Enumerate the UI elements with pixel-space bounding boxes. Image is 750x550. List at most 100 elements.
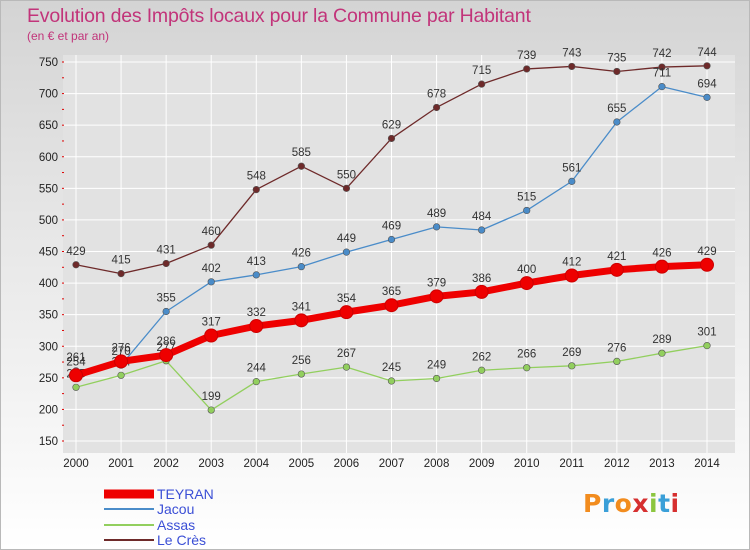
data-label-jacou: 270 <box>111 346 130 358</box>
data-label-teyran: 341 <box>292 301 311 313</box>
data-point-assas <box>387 377 396 385</box>
data-point-lecrs <box>252 185 260 194</box>
logo-letter: t <box>658 489 671 518</box>
y-tick-label: 200 <box>39 404 58 416</box>
x-tick-label: 2012 <box>604 458 630 470</box>
data-point-jacou <box>658 83 666 91</box>
data-label-teyran: 286 <box>157 336 176 348</box>
data-point-lecrs <box>478 80 486 88</box>
data-label-jacou: 261 <box>66 352 85 364</box>
y-tick-label: 150 <box>39 436 58 448</box>
data-label-assas: 301 <box>697 327 716 339</box>
data-label-teyran: 254 <box>66 356 86 368</box>
data-point-assas <box>72 383 80 391</box>
y-tick-label: 550 <box>39 183 58 195</box>
data-point-assas <box>432 374 441 383</box>
data-label-lecrs: 550 <box>337 169 356 181</box>
data-point-lecrs <box>207 241 215 249</box>
data-label-assas: 289 <box>652 334 671 346</box>
data-label-lecrs: 629 <box>382 119 401 131</box>
data-label-jacou: 694 <box>697 78 717 90</box>
data-label-jacou: 711 <box>653 68 671 80</box>
data-label-jacou: 402 <box>202 263 221 275</box>
data-label-assas: 266 <box>517 349 536 361</box>
legend-label-jacou: Jacou <box>157 501 194 517</box>
x-tick-label: 2008 <box>424 458 450 470</box>
data-point-teyran <box>700 257 714 272</box>
x-tick-label: 2005 <box>289 458 315 470</box>
data-point-lecrs <box>297 162 305 170</box>
x-tick-label: 2006 <box>334 458 360 470</box>
data-point-jacou <box>613 118 621 126</box>
data-label-jacou: 489 <box>427 208 446 220</box>
data-point-assas <box>523 364 531 372</box>
data-label-jacou: 561 <box>562 162 581 174</box>
data-point-assas <box>478 366 486 374</box>
data-point-lecrs <box>117 270 125 278</box>
data-point-teyran <box>69 368 83 383</box>
data-label-lecrs: 678 <box>427 88 446 100</box>
data-point-teyran <box>429 289 444 304</box>
data-point-jacou <box>478 226 486 234</box>
data-point-teyran <box>384 298 399 313</box>
x-tick-label: 2007 <box>379 458 405 470</box>
data-label-teyran: 421 <box>607 251 626 263</box>
x-tick-label: 2011 <box>559 458 584 470</box>
y-tick-label: 300 <box>39 341 58 353</box>
data-point-lecrs <box>568 62 576 71</box>
data-point-teyran <box>339 305 354 320</box>
data-point-assas <box>703 342 711 350</box>
x-tick-label: 2010 <box>514 458 540 470</box>
data-point-assas <box>342 363 351 371</box>
data-point-jacou <box>207 278 215 286</box>
data-label-jacou: 449 <box>337 233 356 245</box>
data-label-teyran: 412 <box>562 257 581 269</box>
y-tick-label: 650 <box>39 120 58 132</box>
data-label-teyran: 429 <box>697 246 716 258</box>
x-tick-label: 2013 <box>649 458 675 470</box>
data-label-assas: 276 <box>607 342 626 354</box>
logo-letter: i <box>649 489 659 518</box>
data-point-jacou <box>432 223 441 231</box>
x-tick-label: 2009 <box>469 458 495 470</box>
logo-letter: P <box>583 489 602 518</box>
plot-area <box>63 55 735 453</box>
y-tick-label: 350 <box>39 310 58 322</box>
data-label-lecrs: 460 <box>202 226 221 238</box>
data-point-teyran <box>474 284 489 299</box>
x-tick-label: 2001 <box>108 458 134 470</box>
data-point-lecrs <box>72 261 80 269</box>
y-tick-label: 600 <box>39 152 58 164</box>
data-label-lecrs: 739 <box>517 50 536 62</box>
data-label-jacou: 469 <box>382 220 401 232</box>
data-label-teyran: 276 <box>111 342 130 354</box>
data-point-lecrs <box>613 67 621 76</box>
data-label-jacou: 426 <box>292 248 311 260</box>
x-tick-label: 2000 <box>63 458 89 470</box>
chart-subtitle: (en € et par an) <box>27 29 110 43</box>
x-tick-label: 2003 <box>198 458 224 470</box>
data-label-lecrs: 548 <box>247 171 266 183</box>
data-label-lecrs: 431 <box>157 245 176 257</box>
data-point-jacou <box>387 235 396 244</box>
data-point-lecrs <box>162 259 170 268</box>
data-point-lecrs <box>342 184 351 192</box>
y-tick-label: 750 <box>39 57 58 69</box>
logo-letter: x <box>632 489 649 518</box>
data-point-jacou <box>703 93 711 101</box>
data-point-lecrs <box>432 103 441 112</box>
data-label-teyran: 379 <box>427 277 446 289</box>
data-point-jacou <box>568 177 576 185</box>
data-label-teyran: 400 <box>517 264 536 276</box>
data-point-jacou <box>252 271 260 279</box>
data-point-assas <box>207 406 215 414</box>
data-label-assas: 267 <box>337 348 356 360</box>
data-point-jacou <box>162 307 170 316</box>
data-label-teyran: 386 <box>472 273 491 285</box>
legend-label-teyran: TEYRAN <box>157 486 214 502</box>
y-tick-label: 700 <box>39 89 58 101</box>
data-point-assas <box>252 378 260 386</box>
data-point-teyran <box>564 268 579 283</box>
data-label-assas: 262 <box>472 351 491 363</box>
